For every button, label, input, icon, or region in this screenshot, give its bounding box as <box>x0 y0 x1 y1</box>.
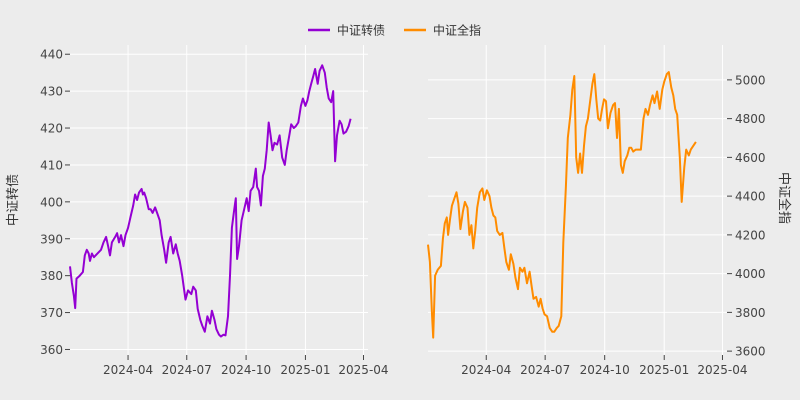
y-tick-label: 4000 <box>735 267 766 281</box>
x-tick-label: 2024-10 <box>580 363 630 377</box>
right-x-axis: 2024-04 2024-07 2024-10 2025-01 2025-04 <box>461 355 748 377</box>
y-tick-label: 360 <box>40 343 63 357</box>
legend-label: 中证全指 <box>433 23 481 38</box>
x-tick-label: 2025-04 <box>338 363 388 377</box>
right-y-axis: 3600 3800 4000 4200 4400 4600 4800 5000 <box>727 73 766 359</box>
y-tick-label: 4600 <box>735 151 766 165</box>
y-tick-label: 430 <box>40 85 63 99</box>
series-line <box>69 64 352 338</box>
right-panel-grid <box>428 45 727 355</box>
y-tick-label: 380 <box>40 269 63 283</box>
x-tick-label: 2025-04 <box>697 363 747 377</box>
x-tick-label: 2024-10 <box>221 363 271 377</box>
left-series <box>69 64 352 338</box>
y-tick-label: 4800 <box>735 112 766 126</box>
legend-label: 中证转债 <box>337 23 385 38</box>
legend-entry: 中证转债 <box>308 23 385 38</box>
left-y-axis-label: 中证转债 <box>6 174 21 226</box>
y-tick-label: 4400 <box>735 190 766 204</box>
y-tick-label: 3600 <box>735 345 766 359</box>
legend-entry: 中证全指 <box>404 23 481 38</box>
left-y-axis: 360 370 380 390 400 410 420 430 440 <box>40 48 70 357</box>
legend: 中证转债 中证全指 <box>308 23 481 38</box>
y-tick-label: 4200 <box>735 228 766 242</box>
x-tick-label: 2024-07 <box>520 363 570 377</box>
series-line <box>427 71 697 339</box>
y-tick-label: 370 <box>40 306 63 320</box>
x-tick-label: 2024-04 <box>103 363 153 377</box>
right-series <box>427 71 697 339</box>
y-tick-label: 440 <box>40 48 63 62</box>
right-panel: 3600 3800 4000 4200 4400 4600 4800 5000 2024-04… <box>427 45 766 377</box>
y-tick-label: 410 <box>40 158 63 172</box>
y-tick-label: 5000 <box>735 73 766 87</box>
y-tick-label: 3800 <box>735 306 766 320</box>
left-panel-grid <box>70 45 368 355</box>
x-tick-label: 2025-01 <box>280 363 330 377</box>
right-y-axis-label: 中证全指 <box>776 172 792 224</box>
x-tick-label: 2024-04 <box>461 363 511 377</box>
x-tick-label: 2024-07 <box>162 363 212 377</box>
y-tick-label: 390 <box>40 232 63 246</box>
y-tick-label: 420 <box>40 122 63 136</box>
y-tick-label: 400 <box>40 195 63 209</box>
x-tick-label: 2025-01 <box>639 363 689 377</box>
left-x-axis: 2024-04 2024-07 2024-10 2025-01 2025-04 <box>103 355 389 377</box>
